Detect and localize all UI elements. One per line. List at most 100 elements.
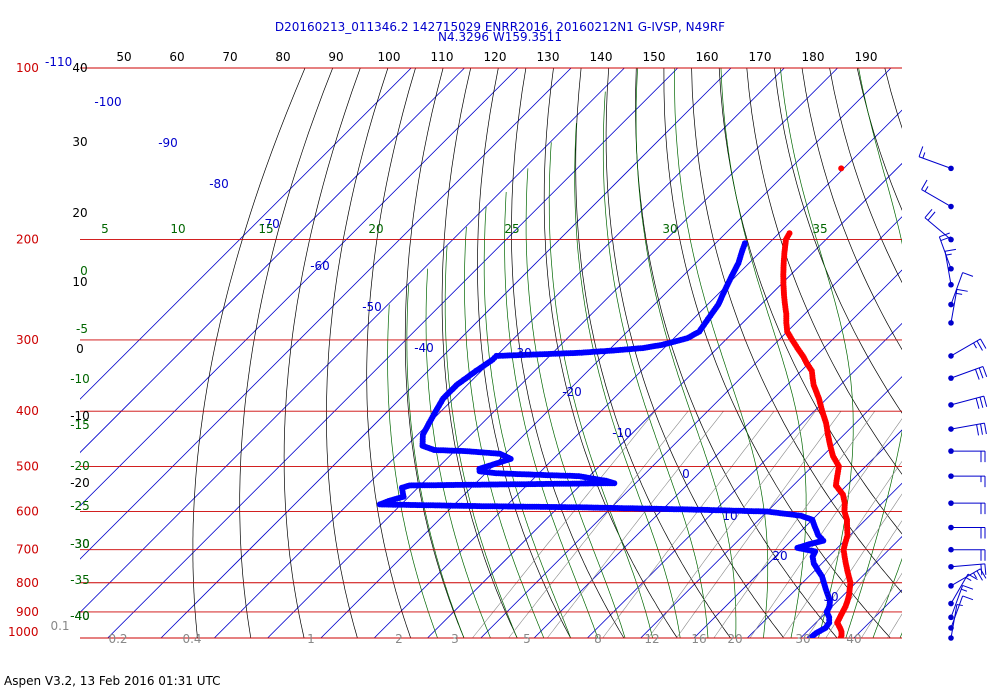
wind-barb bbox=[948, 568, 987, 589]
wind-barb-flag bbox=[967, 573, 978, 581]
wind-barb-flag bbox=[974, 369, 980, 380]
dry-adiabat-line bbox=[192, 68, 306, 638]
wind-barb bbox=[921, 179, 954, 210]
isotherm-line bbox=[587, 322, 902, 638]
dry-adiabat-line bbox=[575, 68, 731, 638]
top-temperature-tick: 180 bbox=[802, 50, 825, 64]
isotherm-line bbox=[80, 68, 625, 613]
wind-barb-station bbox=[948, 265, 954, 272]
mixing-ratio-label: 20 bbox=[727, 632, 742, 646]
moist-adiabat-left-label: 0 bbox=[80, 264, 88, 278]
isotherm-label: -30 bbox=[512, 346, 532, 360]
moist-adiabat-label: 5 bbox=[101, 222, 109, 236]
pressure-label: 600 bbox=[16, 505, 39, 519]
wind-barb-half-flag bbox=[973, 342, 977, 349]
dry-adiabat-line bbox=[404, 68, 465, 638]
moist-adiabat-label: 10 bbox=[170, 222, 185, 236]
isotherm-line bbox=[640, 376, 902, 638]
moist-adiabat-label: 25 bbox=[504, 222, 519, 236]
isotherm-label: 0 bbox=[682, 467, 690, 481]
moist-adiabat-line bbox=[406, 284, 465, 638]
wind-barb bbox=[948, 366, 988, 381]
pressure-label: 200 bbox=[16, 233, 39, 247]
wind-barb-half-flag bbox=[956, 604, 963, 607]
isotherm-line bbox=[693, 429, 902, 638]
moist-adiabat-line bbox=[387, 304, 438, 638]
wind-barb-half-flag bbox=[956, 292, 963, 295]
mixing-ratio-line bbox=[647, 411, 816, 638]
wind-barb-staff bbox=[950, 366, 984, 379]
moist-adiabat-left-label: -15 bbox=[70, 418, 90, 432]
wind-barb-staff bbox=[950, 563, 985, 568]
wind-barb-flag bbox=[921, 179, 928, 190]
wind-barb-flag bbox=[962, 272, 974, 277]
moist-adiabat-label: 30 bbox=[662, 222, 677, 236]
wind-barb-half-flag bbox=[965, 577, 972, 581]
mixing-ratio-line bbox=[782, 460, 902, 638]
dry-adiabat-line bbox=[543, 68, 678, 638]
wind-barb-staff bbox=[944, 251, 952, 285]
moist-adiabat-line bbox=[504, 191, 599, 638]
moist-adiabat-label: 35 bbox=[812, 222, 827, 236]
wind-barb-flag bbox=[927, 211, 936, 221]
wind-barb-flag bbox=[924, 208, 933, 219]
wind-barb-flag bbox=[980, 423, 983, 435]
dry-adiabat-line bbox=[940, 68, 1000, 650]
wind-barb-half-flag bbox=[945, 253, 952, 256]
mixing-ratio-label: 12 bbox=[644, 632, 659, 646]
wind-barb-flag bbox=[976, 570, 983, 581]
moist-adiabat-left-label: -30 bbox=[70, 537, 90, 551]
mixing-ratio-label: 0.4 bbox=[182, 632, 201, 646]
moist-adiabat-line bbox=[464, 226, 545, 638]
mixing-ratio-label: 8 bbox=[594, 632, 602, 646]
mixing-ratio-label: 1 bbox=[307, 632, 315, 646]
dry-adiabat-line bbox=[968, 68, 1000, 650]
wind-barb bbox=[918, 146, 954, 172]
top-temperature-tick: 90 bbox=[328, 50, 343, 64]
dry-adiabat-line bbox=[441, 68, 518, 638]
wind-barb-staff bbox=[950, 573, 969, 604]
dewpoint-trace-point bbox=[807, 635, 814, 638]
moist-adiabat-line bbox=[845, 68, 902, 638]
mixing-ratio-line bbox=[676, 411, 842, 638]
temperature-outlier-point bbox=[838, 165, 845, 172]
pressure-label: 700 bbox=[16, 543, 39, 557]
wind-barb bbox=[948, 500, 986, 515]
moist-adiabat-left-label: -35 bbox=[70, 573, 90, 587]
wind-barb-flag bbox=[983, 423, 987, 435]
pressure-label: 1000 bbox=[8, 625, 39, 639]
moist-adiabat-label: 15 bbox=[258, 222, 273, 236]
wind-barb-staff bbox=[950, 422, 985, 430]
mixing-ratio-label: 3 bbox=[451, 632, 459, 646]
top-temperature-tick: 170 bbox=[749, 50, 772, 64]
pressure-label: 900 bbox=[16, 605, 39, 619]
top-temperature-tick: 150 bbox=[643, 50, 666, 64]
dry-adiabat-label: -10 bbox=[70, 409, 90, 423]
mixing-ratio-label: 5 bbox=[523, 632, 531, 646]
mixing-ratio-label: 16 bbox=[691, 632, 706, 646]
wind-barb bbox=[948, 272, 974, 308]
top-temperature-tick: 110 bbox=[431, 50, 454, 64]
mixing-ratio-label: 0.1 bbox=[50, 619, 69, 633]
dry-adiabat-line bbox=[605, 68, 785, 638]
wind-barb bbox=[948, 448, 986, 463]
wind-barb-flag bbox=[976, 340, 983, 351]
wind-barb bbox=[948, 573, 978, 607]
mixing-ratio-line bbox=[713, 411, 876, 638]
isotherm-label: -20 bbox=[562, 385, 582, 399]
isotherm-line bbox=[747, 482, 902, 638]
isotherm-label: -100 bbox=[94, 95, 121, 109]
isotherm-label: -40 bbox=[414, 341, 434, 355]
moist-adiabat-line bbox=[574, 123, 681, 638]
isotherm-line bbox=[80, 68, 519, 507]
dry-adiabat-line bbox=[718, 68, 902, 535]
isotherm-label: -60 bbox=[310, 259, 330, 273]
top-temperature-tick: 140 bbox=[590, 50, 613, 64]
wind-barb bbox=[948, 288, 968, 326]
wind-barb-station bbox=[948, 301, 954, 308]
wind-barb bbox=[948, 422, 987, 436]
dry-adiabat-line bbox=[856, 68, 902, 211]
wind-barb-flag bbox=[956, 288, 968, 292]
top-temperature-tick: 160 bbox=[696, 50, 719, 64]
isotherm-line bbox=[80, 68, 572, 560]
